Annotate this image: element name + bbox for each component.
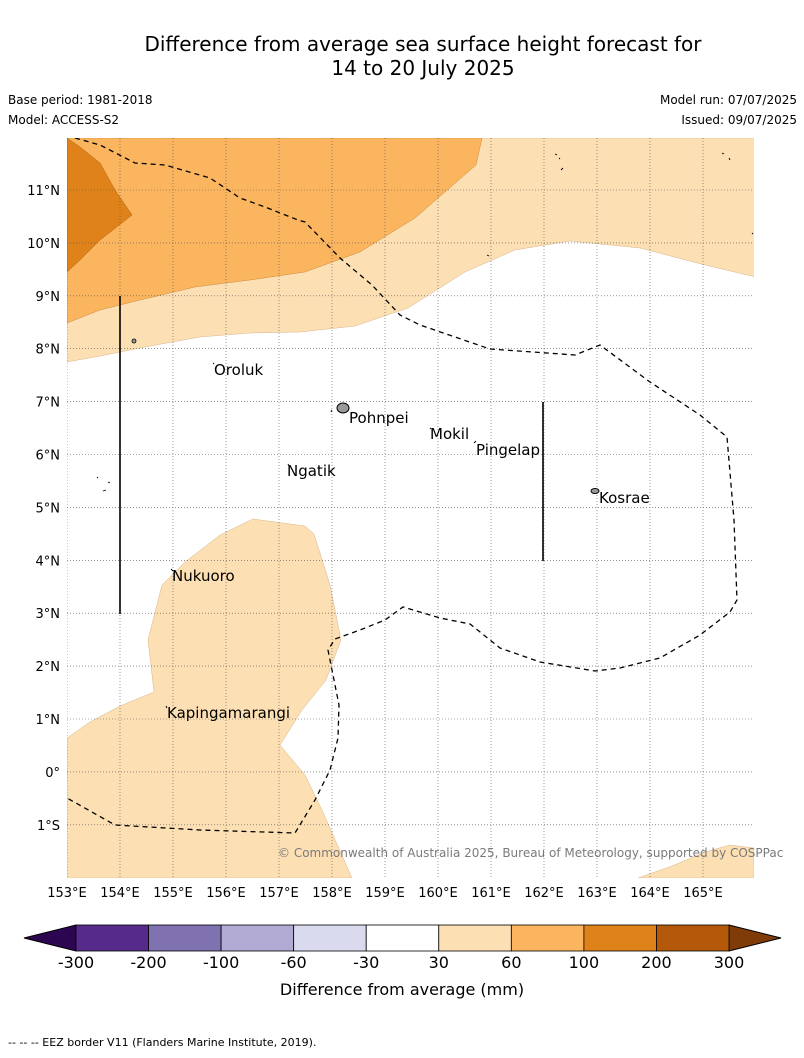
anomaly-region-30-60-southeast bbox=[637, 844, 754, 878]
latitude-tick-label: 11°N bbox=[27, 184, 60, 199]
colorbar-under-triangle bbox=[23, 924, 77, 952]
colorbar-segment bbox=[583, 924, 657, 952]
islands bbox=[96, 152, 754, 709]
latitude-tick-label: 0° bbox=[45, 766, 60, 781]
colorbar-tick-label: 100 bbox=[569, 953, 600, 972]
latitude-tick-label: 5°N bbox=[36, 501, 61, 516]
base-period-text: Base period: 1981-2018 bbox=[8, 93, 153, 107]
gridlines bbox=[67, 138, 754, 878]
place-label-kapingamarangi: Kapingamarangi bbox=[167, 704, 290, 722]
colorbar-segment bbox=[510, 924, 585, 952]
latitude-tick-label: 2°N bbox=[36, 660, 61, 675]
colorbar-tick-label: -60 bbox=[281, 953, 307, 972]
model-run-text: Model run: 07/07/2025 bbox=[659, 93, 797, 107]
place-labels: Oroluk Pohnpei Mokil Pingelap Ngatik Kos… bbox=[167, 361, 650, 722]
place-label-kosrae: Kosrae bbox=[599, 489, 650, 507]
issued-text: Issued: 09/07/2025 bbox=[681, 113, 797, 127]
longitude-tick-label: 157°E bbox=[259, 886, 299, 901]
colorbar-tick-label: -30 bbox=[353, 953, 379, 972]
colorbar-tick-label: 300 bbox=[714, 953, 745, 972]
longitude-tick-label: 162°E bbox=[524, 886, 564, 901]
latitude-tick-labels: 11°N 10°N 9°N 8°N 7°N 6°N 5°N 4°N 3°N 2°N 1°N 0° 1°S bbox=[27, 184, 60, 834]
longitude-tick-label: 160°E bbox=[418, 886, 458, 901]
place-label-mokil: Mokil bbox=[430, 425, 469, 443]
longitude-tick-labels: 153°E 154°E 155°E 156°E 157°E 158°E 159°E 160°E… bbox=[47, 886, 723, 901]
colorbar-segment bbox=[293, 924, 367, 952]
colorbar-tick-labels: -300 -200 -100 -60 -30 30 60 100 200 300 bbox=[58, 953, 744, 972]
latitude-tick-label: 8°N bbox=[36, 343, 61, 358]
copyright-text: © Commonwealth of Australia 2025, Bureau… bbox=[278, 846, 783, 860]
colorbar-segment bbox=[365, 924, 440, 952]
colorbar-tick-label: 30 bbox=[429, 953, 449, 972]
place-label-oroluk: Oroluk bbox=[214, 361, 263, 379]
colorbar-segment bbox=[148, 924, 222, 952]
colorbar-segment bbox=[438, 924, 512, 952]
longitude-tick-label: 163°E bbox=[577, 886, 617, 901]
map-title: Difference from average sea surface heig… bbox=[0, 32, 804, 80]
longitude-tick-label: 161°E bbox=[471, 886, 511, 901]
place-label-pingelap: Pingelap bbox=[476, 441, 540, 459]
latitude-tick-label: 1°N bbox=[36, 713, 61, 728]
place-label-ngatik: Ngatik bbox=[287, 462, 336, 480]
colorbar-tick-label: 200 bbox=[641, 953, 672, 972]
colorbar-segment bbox=[75, 924, 149, 952]
latitude-tick-label: 10°N bbox=[27, 237, 60, 252]
place-label-nukuoro: Nukuoro bbox=[172, 567, 235, 585]
island-west bbox=[131, 338, 137, 344]
eez-legend-footnote: -- -- -- EEZ border V11 (Flanders Marine… bbox=[8, 1036, 317, 1049]
anomaly-shading bbox=[67, 138, 754, 878]
colorbar-title: Difference from average (mm) bbox=[280, 980, 524, 999]
colorbar-over-triangle bbox=[728, 924, 782, 952]
island-kosrae bbox=[590, 488, 600, 494]
longitude-tick-label: 153°E bbox=[47, 886, 87, 901]
title-line-2: 14 to 20 July 2025 bbox=[331, 56, 515, 80]
title-line-1: Difference from average sea surface heig… bbox=[144, 32, 702, 56]
anomaly-region-60-100 bbox=[67, 138, 483, 324]
longitude-tick-label: 154°E bbox=[100, 886, 140, 901]
latitude-tick-label: 1°S bbox=[37, 819, 60, 834]
colorbar-tick-label: -200 bbox=[130, 953, 166, 972]
colorbar-segments bbox=[75, 924, 730, 952]
latitude-tick-label: 4°N bbox=[36, 554, 61, 569]
longitude-tick-label: 156°E bbox=[206, 886, 246, 901]
place-label-pohnpei: Pohnpei bbox=[349, 409, 409, 427]
longitude-markers bbox=[119, 296, 544, 614]
latitude-tick-label: 9°N bbox=[36, 290, 61, 305]
model-text: Model: ACCESS-S2 bbox=[8, 113, 120, 127]
longitude-tick-label: 158°E bbox=[312, 886, 352, 901]
island-pohnpei bbox=[336, 402, 350, 414]
colorbar-tick-label: -300 bbox=[58, 953, 94, 972]
longitude-tick-label: 164°E bbox=[630, 886, 670, 901]
colorbar: -300 -200 -100 -60 -30 30 60 100 200 300 Differen… bbox=[23, 924, 782, 999]
longitude-tick-label: 159°E bbox=[365, 886, 405, 901]
latitude-tick-label: 3°N bbox=[36, 607, 61, 622]
colorbar-tick-label: 60 bbox=[501, 953, 521, 972]
longitude-tick-label: 165°E bbox=[683, 886, 723, 901]
atoll-marks bbox=[96, 152, 754, 709]
latitude-tick-label: 6°N bbox=[36, 449, 61, 464]
colorbar-segment bbox=[656, 924, 730, 952]
latitude-tick-label: 7°N bbox=[36, 396, 61, 411]
longitude-tick-label: 155°E bbox=[153, 886, 193, 901]
colorbar-segment bbox=[220, 924, 295, 952]
anomaly-region-100-200 bbox=[67, 138, 133, 273]
colorbar-tick-label: -100 bbox=[203, 953, 239, 972]
